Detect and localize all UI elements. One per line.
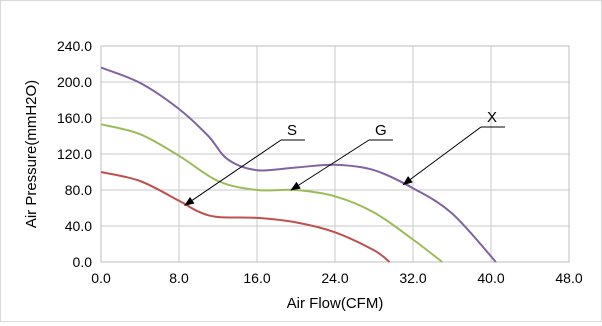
gridlines [100,45,570,263]
series-line-x [100,66,497,263]
x-tick-label: 32.0 [399,270,426,286]
x-tick-label: 40.0 [477,270,504,286]
callout-label-g: G [375,122,387,139]
y-axis-label: Air Pressure(mmH2O) [23,80,40,228]
y-tick-label: 200.0 [57,74,92,90]
y-tick-label: 0.0 [73,254,93,270]
callout-arrow [402,126,482,186]
x-tick-label: 24.0 [321,270,348,286]
callout-arrow [184,139,282,206]
x-tick-label: 16.0 [243,270,270,286]
callout-label-s: S [287,122,297,139]
series-line-g [100,123,443,263]
y-tick-label: 240.0 [57,38,92,54]
x-axis-ticks: 0.0 8.0 16.0 24.0 32.0 40.0 48.0 [91,270,583,286]
x-axis-label: Air Flow(CFM) [287,295,384,312]
y-tick-label: 40.0 [65,218,92,234]
air-pressure-flow-chart: 0.0 40.0 80.0 120.0 160.0 200.0 240.0 0.0 8.0 16… [23,38,583,312]
callout-arrow [290,139,370,191]
series-lines [100,66,497,263]
x-tick-label: 48.0 [555,270,582,286]
series-line-s [100,171,391,263]
callout-label-x: X [487,109,497,126]
plot-area-border [100,45,570,263]
y-tick-label: 80.0 [65,182,92,198]
curve-callouts: S GX [184,109,505,206]
x-tick-label: 0.0 [91,270,111,286]
plot-border [100,45,570,263]
y-tick-label: 160.0 [57,110,92,126]
x-tick-label: 8.0 [169,270,189,286]
y-axis-ticks: 0.0 40.0 80.0 120.0 160.0 200.0 240.0 [57,38,92,270]
y-tick-label: 120.0 [57,146,92,162]
